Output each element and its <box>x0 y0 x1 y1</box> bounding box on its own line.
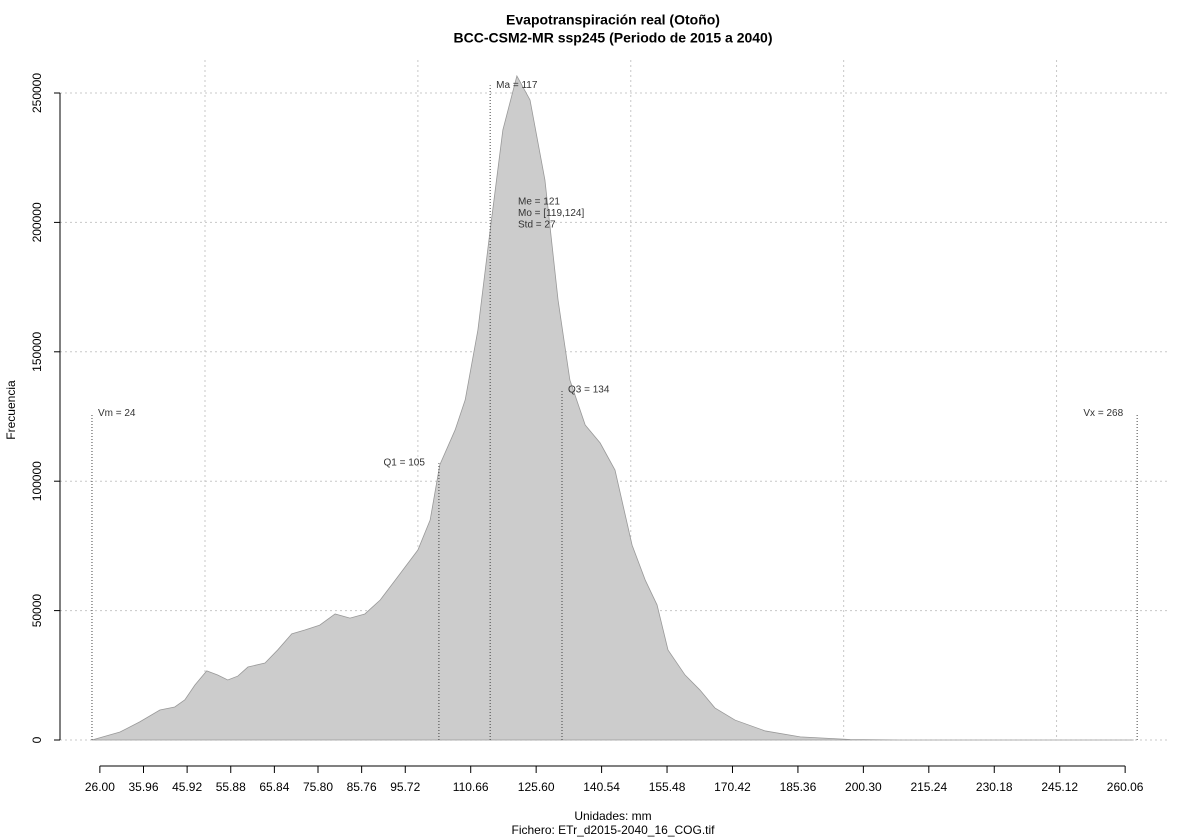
stat-label: Std = 27 <box>518 220 556 231</box>
x-tick-label: 185.36 <box>780 780 817 794</box>
y-tick-label: 100000 <box>30 461 44 501</box>
x-tick-label: 75.80 <box>303 780 333 794</box>
x-tick-label: 26.00 <box>85 780 115 794</box>
y-axis-label: Frecuencia <box>4 380 18 440</box>
annotation-label: Ma = 117 <box>496 80 538 91</box>
density-area <box>91 74 1134 741</box>
chart-subtitle: BCC-CSM2-MR ssp245 (Periodo de 2015 a 20… <box>454 30 773 46</box>
x-tick-label: 215.24 <box>910 780 947 794</box>
y-tick-label: 50000 <box>30 594 44 628</box>
y-tick-label: 0 <box>30 736 44 743</box>
annotation-label: Q1 = 105 <box>383 458 425 469</box>
x-tick-label: 140.54 <box>583 780 620 794</box>
x-tick-label: 155.48 <box>649 780 686 794</box>
annotation-label: Vx = 268 <box>1083 408 1123 419</box>
annotation-label: Q3 = 134 <box>568 385 610 396</box>
y-tick-label: 150000 <box>30 331 44 371</box>
x-tick-label: 170.42 <box>714 780 751 794</box>
x-tick-label: 55.88 <box>216 780 246 794</box>
x-tick-label: 95.72 <box>390 780 420 794</box>
y-tick-label: 250000 <box>30 73 44 113</box>
x-tick-label: 45.92 <box>172 780 202 794</box>
y-tick-label: 200000 <box>30 202 44 242</box>
x-tick-label: 110.66 <box>453 780 489 794</box>
stat-label: Me = 121 <box>518 197 560 208</box>
x-tick-label: 125.60 <box>518 780 555 794</box>
x-tick-label: 230.18 <box>976 780 1013 794</box>
x-tick-label: 245.12 <box>1041 780 1078 794</box>
x-tick-label: 35.96 <box>128 780 158 794</box>
x-tick-label: 260.06 <box>1107 780 1144 794</box>
annotation-label: Vm = 24 <box>98 408 136 419</box>
stat-label: Mo = [119,124] <box>518 208 584 219</box>
x-tick-label: 85.76 <box>347 780 377 794</box>
x-axis-label: Unidades: mm <box>574 809 651 823</box>
x-tick-label: 65.84 <box>259 780 289 794</box>
caption: Fichero: ETr_d2015-2040_16_COG.tif <box>512 823 716 837</box>
x-tick-label: 200.30 <box>845 780 882 794</box>
chart-title: Evapotranspiración real (Otoño) <box>506 12 720 28</box>
